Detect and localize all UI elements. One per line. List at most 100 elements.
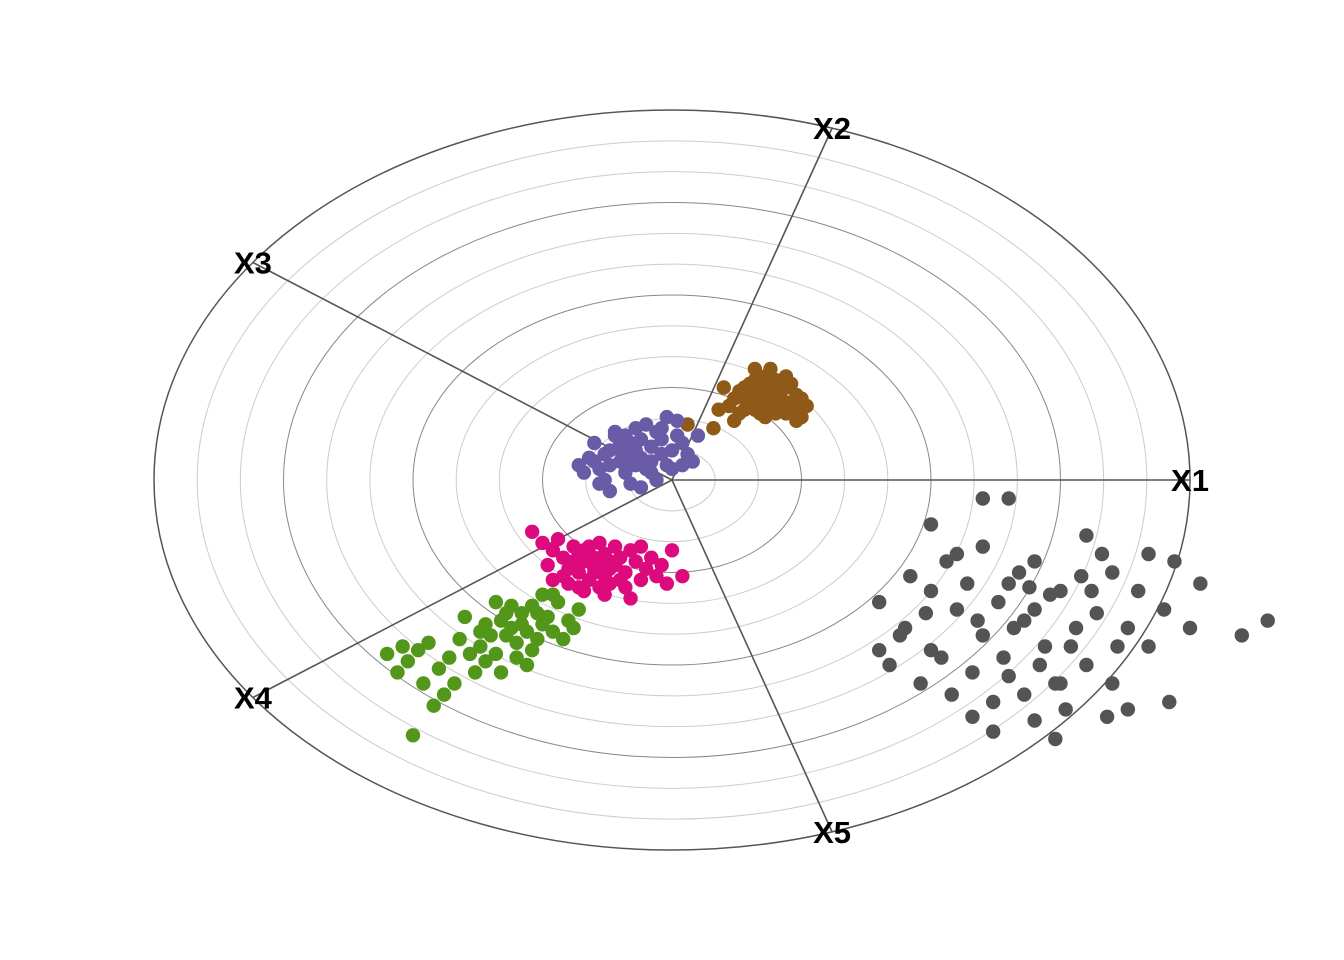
data-point	[431, 661, 447, 676]
data-points	[379, 361, 1275, 747]
series-1	[571, 409, 706, 499]
data-point	[1141, 639, 1156, 654]
series-4	[872, 491, 1275, 747]
data-point	[1120, 620, 1136, 636]
data-point	[1167, 554, 1182, 569]
data-point	[1001, 576, 1016, 591]
data-point	[644, 454, 659, 469]
data-point	[892, 628, 908, 643]
data-point	[462, 646, 478, 662]
data-point	[452, 631, 467, 647]
data-point	[1058, 702, 1073, 717]
data-point	[944, 687, 959, 702]
data-point	[597, 587, 612, 602]
data-point	[623, 454, 638, 469]
data-point	[1079, 657, 1094, 673]
data-point	[1063, 639, 1079, 654]
data-point	[1162, 694, 1177, 710]
data-point	[1011, 565, 1027, 580]
data-point	[872, 594, 887, 610]
data-point	[613, 572, 628, 588]
data-point	[1032, 657, 1047, 673]
data-point	[1182, 620, 1198, 636]
data-point	[592, 476, 607, 491]
data-point	[493, 665, 509, 680]
data-point	[985, 724, 1001, 739]
data-point	[923, 517, 939, 532]
data-point	[758, 391, 773, 406]
data-point	[752, 380, 768, 395]
data-point	[1027, 602, 1042, 617]
data-point	[504, 598, 519, 613]
data-point	[524, 643, 540, 658]
data-point	[726, 413, 742, 428]
radial-axes	[252, 127, 1190, 833]
data-point	[633, 480, 649, 495]
axis-label-x2: X2	[813, 111, 851, 146]
axis-line-x4	[252, 479, 673, 699]
data-point	[535, 535, 550, 551]
series-0	[680, 361, 814, 436]
data-point	[509, 650, 524, 665]
data-point	[571, 580, 586, 595]
data-point	[799, 398, 814, 414]
axis-labels: X1 X2 X3 X4 X5	[234, 111, 1209, 850]
data-point	[659, 576, 675, 591]
data-point	[638, 417, 654, 432]
data-point	[628, 443, 643, 458]
data-point	[768, 398, 783, 414]
data-point	[965, 709, 980, 724]
data-point	[587, 435, 602, 451]
data-point	[923, 643, 939, 658]
data-point	[918, 606, 934, 621]
data-point	[633, 432, 649, 447]
axis-label-x1: X1	[1171, 463, 1209, 498]
data-point	[618, 465, 633, 480]
data-point	[576, 543, 592, 558]
data-point	[447, 676, 462, 691]
data-point	[747, 361, 763, 377]
data-point	[644, 550, 659, 565]
data-point	[545, 587, 561, 602]
axis-label-x5: X5	[813, 815, 851, 850]
data-point	[1022, 580, 1037, 595]
data-point	[975, 491, 990, 506]
data-point	[457, 609, 472, 625]
data-point	[1017, 613, 1032, 628]
data-point	[991, 594, 1006, 610]
data-point	[949, 602, 965, 617]
data-point	[395, 639, 410, 654]
data-point	[416, 676, 431, 691]
axis-line-x2	[671, 127, 833, 481]
data-point	[442, 650, 457, 665]
data-point	[654, 421, 669, 436]
data-point	[571, 458, 586, 473]
data-point	[587, 454, 602, 469]
data-point	[1120, 702, 1136, 717]
axis-label-x4: X4	[234, 680, 273, 715]
data-point	[592, 557, 607, 573]
data-point	[1001, 491, 1016, 506]
data-point	[473, 639, 488, 654]
data-point	[923, 583, 939, 599]
data-point	[535, 587, 550, 602]
data-point	[1234, 628, 1250, 643]
data-point	[752, 406, 768, 421]
data-point	[488, 594, 504, 610]
data-point	[390, 665, 405, 680]
data-point	[405, 728, 421, 743]
data-point	[747, 391, 763, 406]
data-point	[1084, 583, 1099, 599]
data-point	[1017, 687, 1032, 702]
data-point	[773, 384, 788, 399]
data-point	[789, 387, 804, 403]
data-point	[524, 524, 540, 539]
data-point	[763, 361, 778, 377]
data-point	[1006, 620, 1022, 636]
data-point	[1027, 554, 1042, 569]
data-point	[1141, 546, 1156, 562]
data-point	[571, 602, 586, 617]
data-point	[985, 694, 1001, 710]
data-point	[1042, 587, 1058, 602]
